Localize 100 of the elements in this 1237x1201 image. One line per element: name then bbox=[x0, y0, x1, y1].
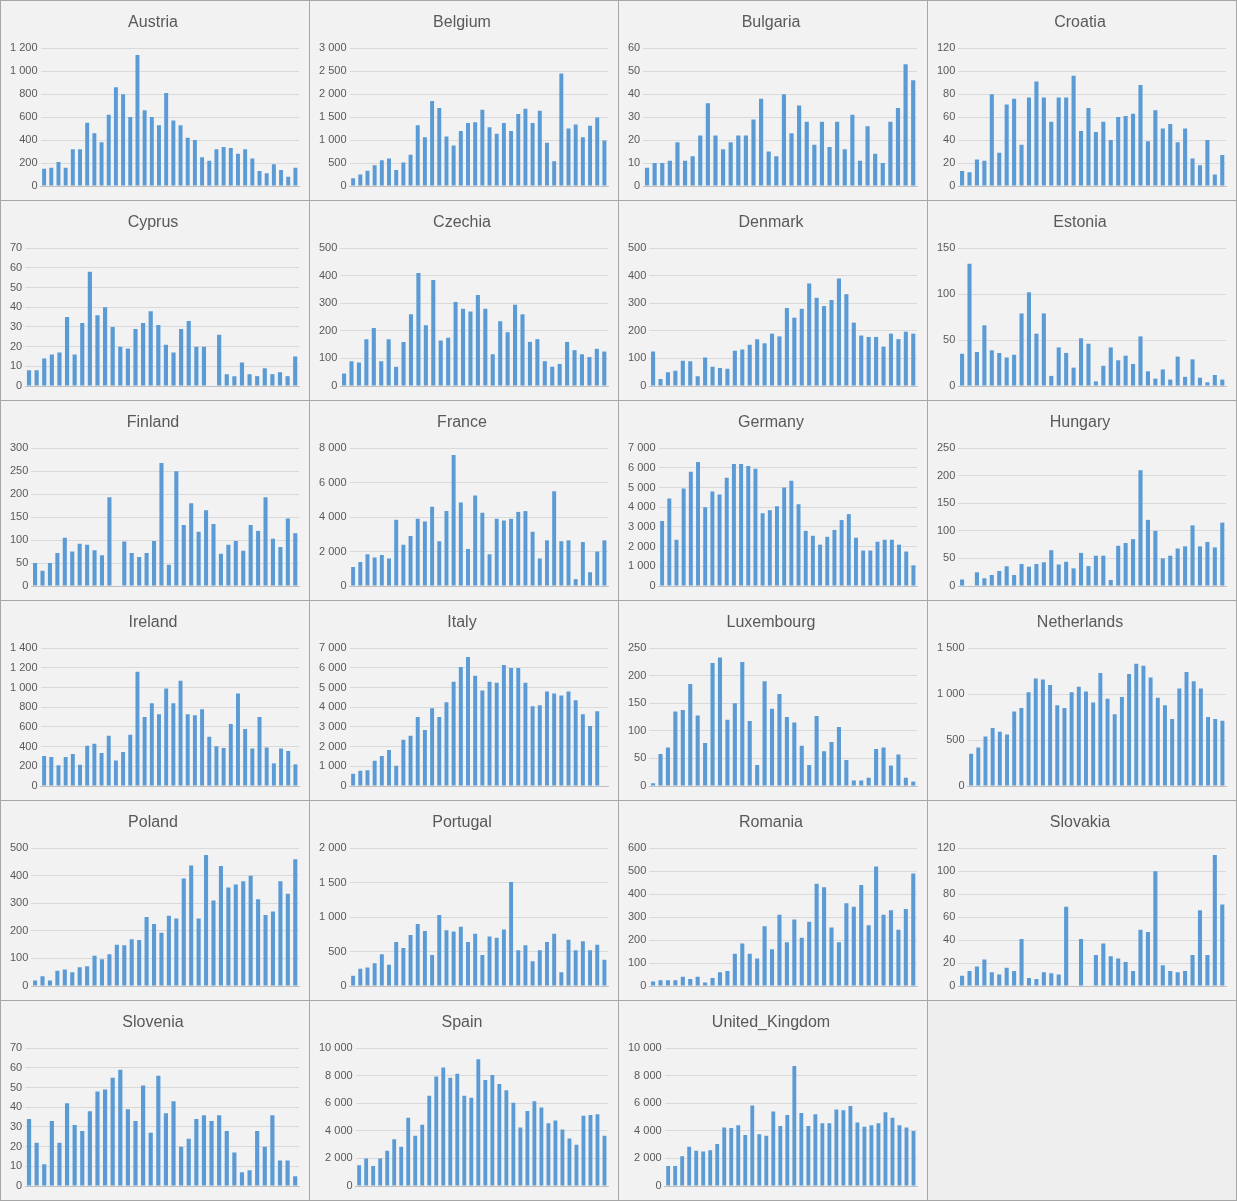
y-tick-label: 100 bbox=[9, 951, 29, 964]
y-tick-label: 100 bbox=[627, 956, 647, 969]
y-tick-label: 30 bbox=[627, 110, 641, 123]
y-tick-label: 250 bbox=[9, 464, 29, 477]
y-tick-label: 40 bbox=[943, 933, 956, 946]
y-tick-label: 10 bbox=[627, 156, 641, 169]
y-tick-label: 100 bbox=[936, 287, 956, 300]
y-tick-label: 0 bbox=[31, 779, 38, 792]
y-tick-label: 1 000 bbox=[628, 559, 656, 572]
y-tick-label: 0 bbox=[949, 379, 956, 392]
y-tick-label: 0 bbox=[340, 179, 347, 192]
y-tick-label: 200 bbox=[19, 156, 38, 169]
y-tick-label: 300 bbox=[9, 896, 29, 909]
y-tick-label: 1 000 bbox=[319, 910, 347, 923]
y-tick-label: 500 bbox=[9, 841, 29, 854]
y-tick-label: 200 bbox=[627, 668, 647, 681]
y-tick-label: 50 bbox=[943, 551, 956, 564]
y-tick-label: 0 bbox=[331, 379, 338, 392]
y-tick-label: 250 bbox=[627, 641, 647, 654]
y-tick-label: 0 bbox=[22, 579, 29, 592]
y-tick-label: 8 000 bbox=[325, 1068, 353, 1081]
y-tick-label: 500 bbox=[328, 944, 347, 957]
y-tick-label: 6 000 bbox=[634, 1096, 662, 1109]
y-tick-label: 3 000 bbox=[319, 719, 347, 732]
y-tick-label: 120 bbox=[936, 841, 956, 854]
y-tick-label: 40 bbox=[627, 87, 641, 100]
y-tick-label: 0 bbox=[640, 979, 647, 992]
y-tick-label: 300 bbox=[627, 910, 647, 923]
y-tick-label: 20 bbox=[9, 339, 23, 352]
y-tick-label: 100 bbox=[627, 351, 647, 364]
y-tick-label: 200 bbox=[627, 933, 647, 946]
y-tick-label: 0 bbox=[340, 779, 347, 792]
y-tick-label: 1 500 bbox=[937, 641, 965, 654]
y-tick-label: 7 000 bbox=[628, 441, 656, 454]
chart-title: Ireland bbox=[128, 613, 178, 631]
y-tick-label: 200 bbox=[318, 323, 338, 336]
y-tick-label: 1 000 bbox=[319, 133, 347, 146]
y-tick-label: 60 bbox=[9, 1060, 23, 1073]
chart-title: Croatia bbox=[1054, 13, 1106, 31]
y-tick-label: 4 000 bbox=[319, 510, 347, 523]
y-tick-label: 200 bbox=[627, 323, 647, 336]
y-tick-label: 250 bbox=[936, 441, 956, 454]
y-tick-label: 20 bbox=[943, 156, 956, 169]
y-tick-label: 1 200 bbox=[10, 41, 38, 54]
y-tick-label: 400 bbox=[19, 739, 38, 752]
y-tick-label: 3 000 bbox=[319, 41, 347, 54]
chart-title: Cyprus bbox=[127, 213, 179, 231]
y-tick-label: 2 500 bbox=[319, 64, 347, 77]
y-tick-label: 50 bbox=[9, 1080, 23, 1093]
y-tick-label: 1 000 bbox=[10, 680, 38, 693]
y-tick-label: 600 bbox=[19, 110, 38, 123]
y-tick-label: 8 000 bbox=[634, 1068, 662, 1081]
y-tick-label: 2 000 bbox=[628, 539, 656, 552]
chart-title: Romania bbox=[738, 813, 804, 831]
y-tick-label: 1 000 bbox=[937, 687, 965, 700]
chart-title: Hungary bbox=[1049, 413, 1111, 431]
y-tick-label: 0 bbox=[949, 579, 956, 592]
y-tick-label: 400 bbox=[9, 868, 29, 881]
y-tick-label: 2 000 bbox=[319, 841, 347, 854]
chart-title: Denmark bbox=[738, 213, 805, 231]
y-tick-label: 50 bbox=[943, 333, 956, 346]
y-tick-label: 100 bbox=[627, 723, 647, 736]
y-tick-label: 100 bbox=[936, 523, 956, 536]
y-tick-label: 2 000 bbox=[319, 544, 347, 557]
y-tick-label: 100 bbox=[318, 351, 338, 364]
y-tick-label: 30 bbox=[9, 319, 23, 332]
y-tick-label: 20 bbox=[943, 956, 956, 969]
chart-title: Slovenia bbox=[122, 1013, 184, 1031]
y-tick-label: 400 bbox=[627, 887, 647, 900]
y-tick-label: 600 bbox=[627, 841, 647, 854]
chart-title: Estonia bbox=[1053, 213, 1107, 231]
y-tick-label: 1 500 bbox=[319, 110, 347, 123]
y-tick-label: 150 bbox=[936, 496, 956, 509]
y-tick-label: 6 000 bbox=[319, 660, 347, 673]
y-tick-label: 50 bbox=[16, 556, 29, 569]
y-tick-label: 0 bbox=[634, 179, 641, 192]
y-tick-label: 0 bbox=[640, 779, 647, 792]
y-tick-label: 5 000 bbox=[319, 680, 347, 693]
y-tick-label: 0 bbox=[16, 379, 23, 392]
y-tick-label: 400 bbox=[318, 268, 338, 281]
y-tick-label: 100 bbox=[936, 864, 956, 877]
y-tick-label: 70 bbox=[9, 1041, 23, 1054]
y-tick-label: 500 bbox=[318, 241, 338, 254]
chart-title: Luxembourg bbox=[726, 613, 816, 631]
y-tick-label: 4 000 bbox=[319, 700, 347, 713]
y-tick-label: 1 000 bbox=[319, 759, 347, 772]
y-tick-label: 100 bbox=[936, 64, 956, 77]
y-tick-label: 50 bbox=[9, 280, 23, 293]
chart-title: Italy bbox=[447, 613, 477, 631]
y-tick-label: 80 bbox=[943, 887, 956, 900]
y-tick-label: 0 bbox=[31, 179, 38, 192]
chart-title: Finland bbox=[126, 413, 180, 431]
y-tick-label: 2 000 bbox=[319, 739, 347, 752]
y-tick-label: 40 bbox=[9, 1100, 23, 1113]
y-tick-label: 5 000 bbox=[628, 480, 656, 493]
y-tick-label: 120 bbox=[936, 41, 956, 54]
y-tick-label: 50 bbox=[627, 64, 641, 77]
y-tick-label: 0 bbox=[16, 1179, 23, 1192]
chart-title: United_Kingdom bbox=[711, 1013, 831, 1032]
y-tick-label: 4 000 bbox=[325, 1123, 353, 1136]
